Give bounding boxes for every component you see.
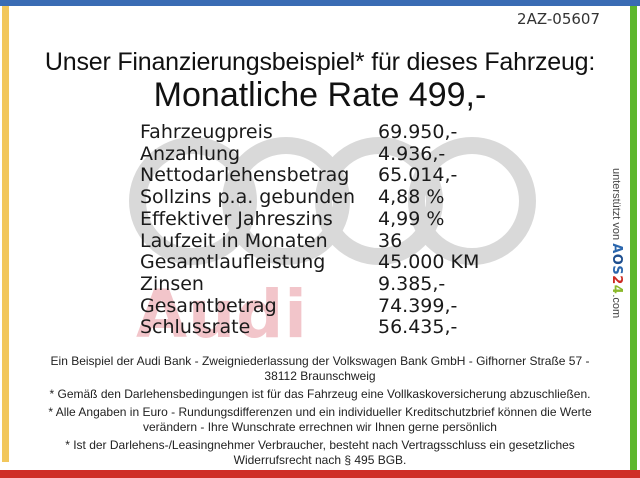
footer-line: 38112 Braunschweig — [264, 369, 376, 383]
footer-disclaimer: Ein Beispiel der Audi Bank - Zweignieder… — [0, 354, 640, 471]
aos24-letter: O — [609, 253, 624, 266]
footer-line: Widerrufsrecht nach § 495 BGB. — [233, 453, 407, 467]
row-value: 69.950,- — [378, 121, 458, 143]
row-label: Fahrzeugpreis — [140, 121, 273, 143]
footer-line: Ein Beispiel der Audi Bank - Zweignieder… — [50, 354, 590, 368]
row-value: 9.385,- — [378, 272, 446, 295]
document-id: 2AZ-05607 — [517, 10, 600, 28]
aos24-letter: S — [609, 265, 624, 276]
footer-paragraph: * Gemäß den Darlehensbedingungen ist für… — [0, 387, 640, 402]
row-label: Effektiver Jahreszins — [140, 207, 333, 230]
row-value: 4,88 % — [378, 186, 445, 209]
row-label: Gesamtbetrag — [140, 294, 277, 317]
supported-by-vertical-label: unterstützt von AOS24.com — [609, 168, 624, 318]
audi-text-watermark: Audi — [136, 276, 308, 353]
table-row: Laufzeit in Monaten 36 — [140, 229, 479, 253]
footer-paragraph: Ein Beispiel der Audi Bank - Zweignieder… — [0, 354, 640, 384]
footer-paragraph: * Alle Angaben in Euro - Rundungsdiffere… — [0, 405, 640, 435]
frame-bar-bottom — [0, 470, 640, 478]
frame-bar-left — [2, 6, 9, 462]
row-value: 74.399,- — [378, 294, 458, 317]
table-row: Anzahlung 4.936,- — [140, 142, 479, 166]
table-row: Gesamtbetrag 74.399,- — [140, 294, 479, 318]
row-label: Gesamtlaufleistung — [140, 251, 326, 274]
row-value: 65.014,- — [378, 164, 458, 187]
footer-line: * Gemäß den Darlehensbedingungen ist für… — [49, 387, 591, 401]
frame-bar-top — [0, 0, 640, 6]
table-row: Nettodarlehensbetrag 65.014,- — [140, 165, 479, 187]
footer-line: * Ist der Darlehens-/Leasingnehmer Verbr… — [65, 438, 575, 452]
row-label: Schlussrate — [140, 316, 251, 339]
row-label: Laufzeit in Monaten — [140, 229, 328, 252]
supported-by-text: unterstützt von — [610, 168, 622, 241]
table-row: Effektiver Jahreszins 4,99 % — [140, 207, 479, 231]
table-row: Fahrzeugpreis 69.950,- — [140, 121, 479, 144]
table-row: Zinsen 9.385,- — [140, 272, 479, 296]
aos24-domain-suffix: .com — [610, 294, 622, 319]
table-row: Sollzins p.a. gebunden 4,88 % — [140, 186, 479, 209]
footer-line: * Alle Angaben in Euro - Rundungsdiffere… — [48, 405, 592, 419]
footer-paragraph: * Ist der Darlehens-/Leasingnehmer Verbr… — [0, 438, 640, 468]
row-label: Nettodarlehensbetrag — [140, 164, 350, 187]
row-value: 45.000 KM — [378, 251, 480, 274]
footer-line: verändern - Ihre Wunschrate errechnen wi… — [143, 420, 497, 434]
table-row: Schlussrate 56.435,- — [140, 317, 479, 339]
row-value: 4.936,- — [378, 142, 446, 165]
financing-table: Fahrzeugpreis 69.950,- Anzahlung 4.936,-… — [140, 121, 479, 339]
row-label: Zinsen — [140, 272, 204, 295]
frame-bar-right — [630, 6, 637, 470]
row-label: Anzahlung — [140, 142, 241, 165]
row-value: 36 — [378, 229, 403, 252]
monthly-rate-headline: Monatliche Rate 499,- — [153, 76, 487, 114]
aos24-letter: 2 — [609, 275, 624, 285]
aos24-letter: A — [609, 243, 624, 254]
row-label: Sollzins p.a. gebunden — [140, 186, 355, 209]
aos24-letter: 4 — [609, 284, 624, 295]
row-value: 4,99 % — [378, 207, 445, 230]
aos24-logo: AOS24 — [609, 243, 624, 294]
row-value: 56.435,- — [378, 316, 458, 339]
table-row: Gesamtlaufleistung 45.000 KM — [140, 252, 479, 274]
page-title: Unser Finanzierungsbeispiel* für dieses … — [44, 48, 596, 76]
